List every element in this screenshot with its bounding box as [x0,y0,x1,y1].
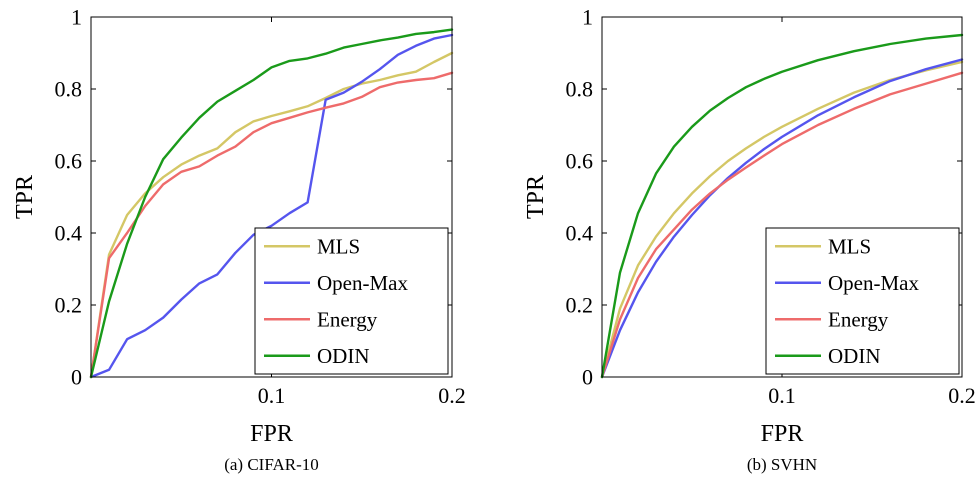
legend-label-mls: MLS [317,234,360,258]
y-tick-label: 1 [71,5,82,30]
y-axis-label: TPR [12,175,38,219]
legend-label-energy: Energy [828,307,889,331]
x-tick-label: 0.1 [768,383,796,408]
series-line-odin [600,33,964,379]
x-axis-label: FPR [761,421,804,447]
legend-box [765,227,960,375]
series-lines [600,33,964,379]
series-lines [89,28,454,379]
y-tick-label: 0 [71,365,82,390]
legend: MLS Open-Max Energy ODIN [765,227,960,375]
chart-caption: (a) CIFAR-10 [224,455,319,474]
chart-caption: (b) SVHN [747,455,817,474]
legend-label-open-max: Open-Max [317,271,408,295]
series-line-energy [89,71,454,379]
y-tick-label: 0.8 [566,77,594,102]
y-tick-label: 0.8 [55,77,83,102]
series-line-energy [600,71,964,379]
chart-panel-2: 0 0.2 0.4 0.6 0.8 1 0.1 0.2 FPR TPR (b) SVHN MLS Ope… [523,5,976,475]
series-line-mls [600,60,964,379]
legend-label-odin: ODIN [828,344,881,368]
x-tick-label: 0.1 [258,383,286,408]
y-tick-label: 0.2 [566,293,594,318]
x-axis-label: FPR [250,421,293,447]
y-tick-label: 0.4 [55,221,83,246]
legend: MLS Open-Max Energy ODIN [254,227,449,375]
y-tick-label: 1 [582,5,593,30]
y-tick-label: 0.6 [55,149,83,174]
legend-label-odin: ODIN [317,344,370,368]
series-line-mls [89,51,454,379]
chart-panel-1: 0 0.2 0.4 0.6 0.8 1 0.1 0.2 FPR TPR (a) CIFAR-10 ML… [12,5,466,475]
legend-label-open-max: Open-Max [828,271,919,295]
legend-label-mls: MLS [828,234,871,258]
series-line-open-max [89,33,454,379]
y-tick-label: 0.4 [566,221,594,246]
series-line-open-max [600,58,964,379]
x-tick-label: 0.2 [438,383,466,408]
y-tick-label: 0.6 [566,149,594,174]
y-axis-label: TPR [523,175,549,219]
y-tick-label: 0.2 [55,293,83,318]
legend-label-energy: Energy [317,307,378,331]
series-line-odin [89,28,454,379]
legend-box [254,227,449,375]
y-tick-label: 0 [582,365,593,390]
x-tick-label: 0.2 [948,383,976,408]
